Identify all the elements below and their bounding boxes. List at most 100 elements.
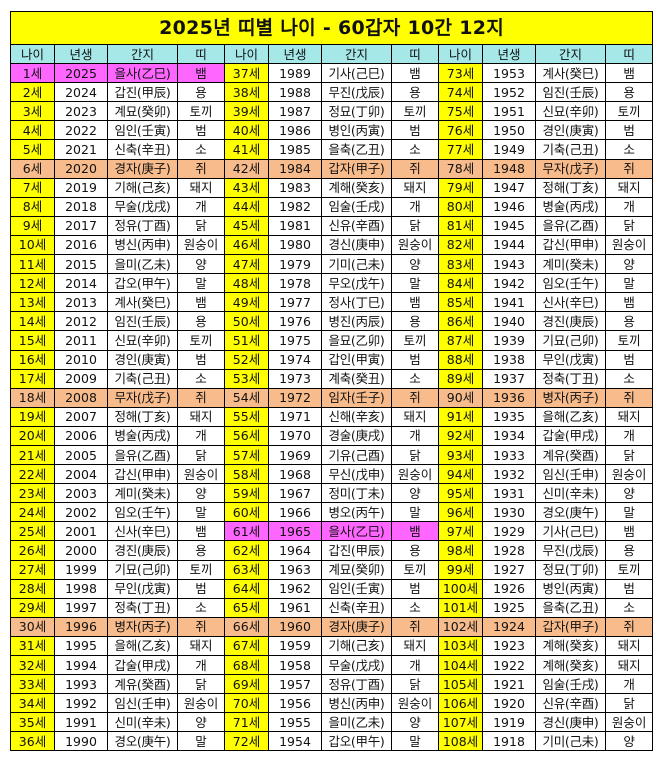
ganji-cell: 갑자(甲子)	[535, 616, 606, 637]
table-row: 27세 1999 기묘(己卯) 토끼 63세 1963 계묘(癸卯) 토끼 99세 1927 정묘(…	[10, 559, 654, 580]
birth-year-cell: 1936	[482, 387, 536, 408]
ganji-cell: 정묘(丁卯)	[535, 559, 606, 580]
zodiac-cell: 소	[391, 597, 439, 618]
zodiac-cell: 소	[177, 139, 225, 160]
age-cell: 11세	[10, 254, 55, 275]
table-row: 1세 2025 을사(乙巳) 뱀 37세 1989 기사(己巳) 뱀 73세 1953 계사(癸巳)…	[10, 63, 654, 84]
zodiac-cell: 토끼	[604, 559, 654, 580]
ganji-cell: 무인(戊寅)	[535, 349, 606, 370]
age-cell: 10세	[10, 234, 55, 256]
zodiac-cell: 돼지	[391, 406, 439, 427]
table-row: 28세 1998 무인(戊寅) 범 64세 1962 임인(壬寅) 범 100세 1926 병인(丙…	[10, 578, 654, 599]
table-row: 35세 1991 신미(辛未) 양 71세 1955 을미(乙未) 양 107세 1919 경신(庚…	[10, 712, 654, 733]
age-cell: 105세	[438, 674, 483, 695]
ganji-cell: 을사(乙巳)	[107, 63, 178, 84]
age-cell: 79세	[438, 177, 483, 198]
age-cell: 21세	[10, 444, 55, 466]
age-cell: 9세	[10, 215, 55, 236]
birth-year-cell: 2013	[54, 292, 108, 313]
ganji-cell: 임신(壬申)	[535, 464, 606, 485]
ganji-cell: 경진(庚辰)	[535, 311, 606, 332]
zodiac-cell: 돼지	[177, 177, 225, 198]
age-cell: 60세	[224, 502, 269, 523]
age-cell: 84세	[438, 273, 483, 294]
header-ganji: 간지	[107, 43, 178, 65]
birth-year-cell: 1944	[482, 234, 536, 256]
ganji-cell: 계묘(癸卯)	[107, 101, 178, 122]
ganji-cell: 병진(丙辰)	[321, 311, 392, 332]
zodiac-cell: 돼지	[391, 177, 439, 198]
age-cell: 32세	[10, 654, 55, 676]
age-cell: 39세	[224, 101, 269, 122]
zodiac-cell: 쥐	[391, 158, 439, 179]
birth-year-cell: 2025	[54, 63, 108, 84]
zodiac-cell: 원숭이	[177, 693, 225, 714]
zodiac-cell: 쥐	[604, 616, 654, 637]
birth-year-cell: 1931	[482, 483, 536, 504]
zodiac-cell: 돼지	[604, 654, 654, 676]
zodiac-cell: 개	[391, 425, 439, 446]
age-cell: 36세	[10, 731, 55, 752]
age-cell: 55세	[224, 406, 269, 427]
age-cell: 56세	[224, 425, 269, 446]
age-cell: 22세	[10, 464, 55, 485]
ganji-cell: 갑술(甲戌)	[535, 425, 606, 446]
zodiac-cell: 양	[604, 731, 654, 752]
table-row: 22세 2004 갑신(甲申) 원숭이 58세 1968 무신(戊申) 원숭이 94세 1932 임…	[10, 464, 654, 485]
zodiac-cell: 돼지	[604, 177, 654, 198]
birth-year-cell: 1962	[268, 578, 322, 599]
zodiac-cell: 뱀	[177, 292, 225, 313]
birth-year-cell: 1958	[268, 654, 322, 676]
age-cell: 88세	[438, 349, 483, 370]
zodiac-cell: 용	[604, 540, 654, 561]
age-cell: 20세	[10, 425, 55, 446]
zodiac-cell: 용	[177, 311, 225, 332]
birth-year-cell: 1940	[482, 311, 536, 332]
age-cell: 99세	[438, 559, 483, 580]
age-cell: 87세	[438, 330, 483, 351]
ganji-cell: 정묘(丁卯)	[321, 101, 392, 122]
age-cell: 49세	[224, 292, 269, 313]
birth-year-cell: 2015	[54, 254, 108, 275]
ganji-cell: 계미(癸未)	[107, 483, 178, 504]
birth-year-cell: 1980	[268, 234, 322, 256]
age-cell: 91세	[438, 406, 483, 427]
ganji-cell: 신미(辛未)	[535, 483, 606, 504]
table-row: 12세 2014 갑오(甲午) 말 48세 1978 무오(戊午) 말 84세 1942 임오(壬午…	[10, 273, 654, 294]
age-cell: 34세	[10, 693, 55, 714]
ganji-cell: 을묘(乙卯)	[321, 330, 392, 351]
age-cell: 89세	[438, 368, 483, 389]
birth-year-cell: 1961	[268, 597, 322, 618]
age-cell: 5세	[10, 139, 55, 160]
ganji-cell: 갑진(甲辰)	[321, 540, 392, 561]
zodiac-cell: 말	[391, 502, 439, 523]
birth-year-cell: 1979	[268, 254, 322, 275]
zodiac-cell: 뱀	[177, 63, 225, 84]
ganji-cell: 기해(己亥)	[321, 635, 392, 657]
birth-year-cell: 1920	[482, 693, 536, 714]
birth-year-cell: 2012	[54, 311, 108, 332]
ganji-cell: 을축(乙丑)	[321, 139, 392, 160]
age-cell: 63세	[224, 559, 269, 580]
ganji-cell: 계사(癸巳)	[107, 292, 178, 313]
ganji-cell: 갑술(甲戌)	[107, 654, 178, 676]
zodiac-cell: 원숭이	[391, 234, 439, 256]
table-row: 16세 2010 경인(庚寅) 범 52세 1974 갑인(甲寅) 범 88세 1938 무인(戊寅…	[10, 349, 654, 370]
age-cell: 48세	[224, 273, 269, 294]
zodiac-cell: 용	[391, 540, 439, 561]
header-ganji: 간지	[321, 43, 392, 65]
birth-year-cell: 1935	[482, 406, 536, 427]
birth-year-cell: 1922	[482, 654, 536, 676]
ganji-cell: 갑신(甲申)	[107, 464, 178, 485]
age-cell: 81세	[438, 215, 483, 236]
age-cell: 66세	[224, 616, 269, 637]
ganji-cell: 병자(丙子)	[535, 387, 606, 408]
zodiac-cell: 토끼	[391, 330, 439, 351]
birth-year-cell: 1971	[268, 406, 322, 427]
page-title: 2025년 띠별 나이 - 60갑자 10간 12지	[9, 11, 654, 45]
zodiac-cell: 말	[391, 273, 439, 294]
birth-year-cell: 2023	[54, 101, 108, 122]
zodiac-cell: 소	[177, 368, 225, 389]
birth-year-cell: 1975	[268, 330, 322, 351]
birth-year-cell: 1933	[482, 444, 536, 466]
